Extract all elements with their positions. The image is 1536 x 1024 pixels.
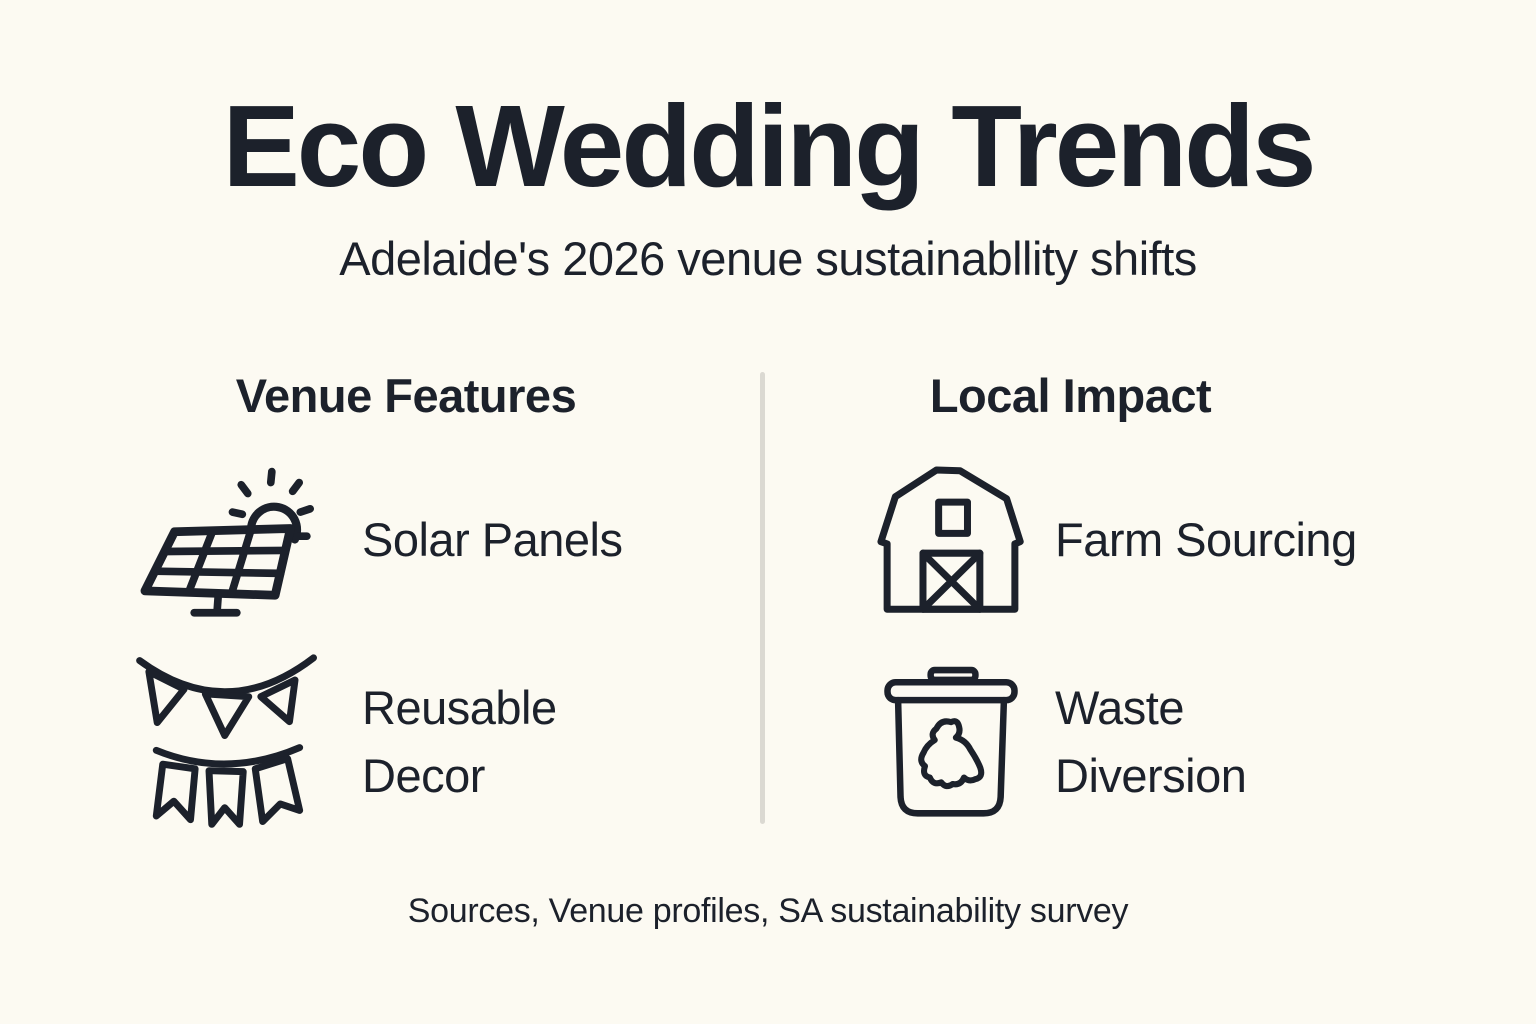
header: Eco Wedding Trends Adelaide's 2026 venue… [0,0,1536,288]
page-subtitle: Adelaide's 2026 venue sustainabllity shi… [339,232,1197,286]
column-venue-features: Venue Features [0,368,760,828]
item-label-reusable-decor: Reusable Decor [362,681,557,803]
list-item-solar-panels: Solar Panels [0,454,760,626]
bunting-icon [134,654,320,830]
infographic: Eco Wedding Trends Adelaide's 2026 venue… [0,0,1536,930]
content-columns: Venue Features [0,368,1536,828]
column-heading-local-impact: Local Impact [929,368,1212,422]
list-item-reusable-decor: Reusable Decor [0,654,760,830]
column-heading-venue-features: Venue Features [235,368,577,422]
item-label-solar-panels: Solar Panels [362,513,623,567]
item-label-farm-sourcing: Farm Sourcing [1055,513,1357,567]
item-label-waste-diversion: Waste Diversion [1055,681,1247,803]
column-local-impact: Local Impact Farm Sourcing [765,368,1536,828]
column-divider [760,371,765,824]
list-item-farm-sourcing: Farm Sourcing [765,454,1536,626]
list-item-waste-diversion: Waste Diversion [765,656,1536,828]
footer: Sources, Venue profiles, SA sustainabili… [0,892,1536,931]
sources-note: Sources, Venue profiles, SA sustainabili… [407,892,1129,930]
page-title: Eco Wedding Trends [222,81,1316,211]
barn-icon [875,465,1027,615]
solar-panel-icon [134,457,320,623]
waste-bin-icon [875,665,1027,820]
